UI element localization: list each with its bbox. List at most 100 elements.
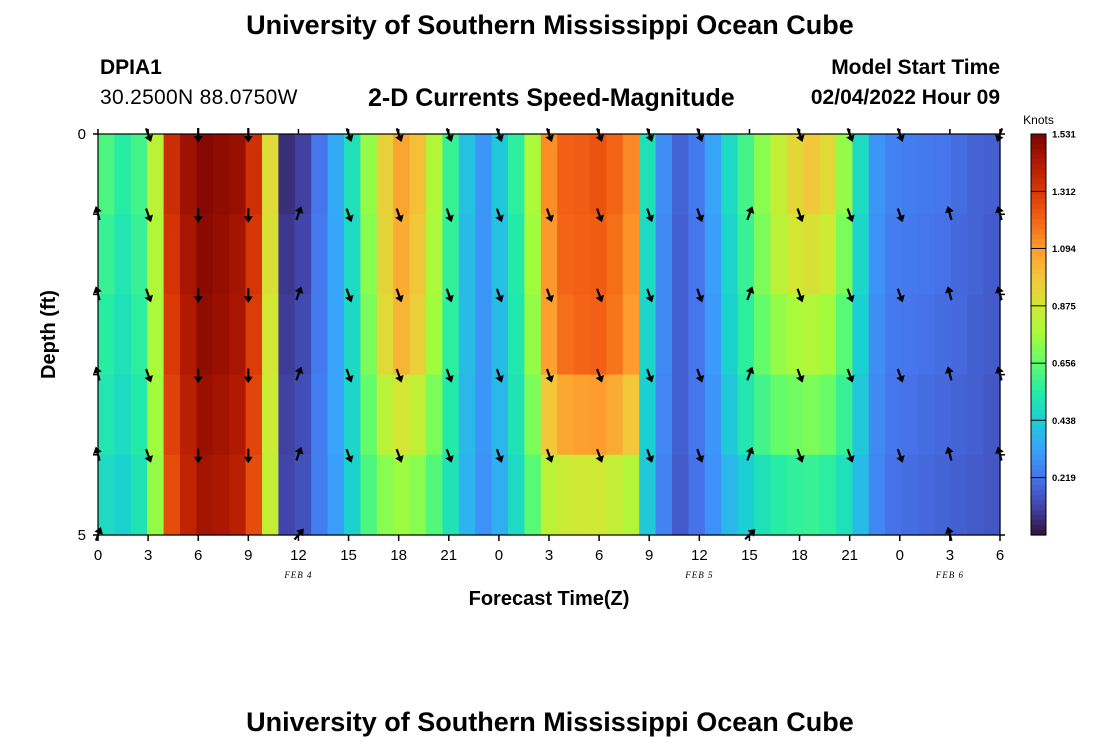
current-arrow	[945, 446, 954, 461]
heatmap-cell	[754, 134, 771, 215]
heatmap-cell	[557, 214, 575, 295]
heatmap-cell	[967, 134, 985, 215]
heatmap-cell	[557, 454, 575, 536]
heatmap-cell	[950, 454, 968, 536]
colorbar-segment	[1031, 479, 1046, 486]
heatmap-cell	[721, 294, 739, 376]
x-tick-label: 6	[996, 547, 1004, 564]
heatmap-cell	[491, 214, 509, 295]
heatmap-cell	[901, 214, 919, 295]
current-arrow	[193, 288, 203, 303]
heatmap-cell	[967, 454, 985, 536]
colorbar-segment	[1031, 264, 1046, 270]
colorbar-segment	[1031, 489, 1046, 496]
colorbar-segment	[1031, 389, 1046, 396]
heatmap-cell	[868, 374, 886, 456]
heatmap-cell	[393, 374, 411, 456]
footer-title: University of Southern Mississippi Ocean…	[246, 707, 854, 737]
heatmap-cell	[885, 454, 903, 536]
heatmap-cell	[262, 454, 279, 536]
heatmap-cell	[130, 214, 148, 295]
current-arrow	[445, 208, 454, 223]
colorbar-segment	[1031, 514, 1046, 521]
heatmap-cell	[360, 294, 378, 376]
x-tick-label: 15	[741, 547, 758, 564]
current-arrow	[144, 448, 154, 463]
heatmap-cell	[868, 294, 886, 376]
heatmap-cell	[475, 454, 493, 536]
heatmap-cell	[491, 454, 509, 536]
colorbar-segment	[1031, 139, 1046, 145]
heatmap-cell	[278, 214, 296, 295]
heatmap-cell	[278, 294, 296, 376]
heatmap-cell	[737, 134, 755, 215]
heatmap-cell	[672, 214, 689, 295]
colorbar-segment	[1031, 449, 1046, 456]
y-axis-ticks: 05	[78, 126, 1005, 544]
heatmap-cell	[311, 374, 329, 456]
y-axis-label: Depth (ft)	[38, 290, 60, 379]
colorbar-segment	[1031, 419, 1046, 426]
heatmap-cell	[409, 294, 427, 376]
heatmap-cell	[180, 454, 197, 536]
heatmap-cell	[885, 294, 903, 376]
heatmap-cell	[918, 214, 935, 295]
heatmap-cell	[98, 454, 115, 536]
heatmap-cell	[262, 134, 279, 215]
heatmap-cell	[212, 454, 230, 536]
heatmap-cell	[836, 294, 853, 376]
heatmap-cell	[672, 374, 689, 456]
heatmap-cell	[376, 294, 394, 376]
heatmap-cell	[196, 294, 214, 376]
colorbar-segment	[1031, 484, 1046, 491]
colorbar-segment	[1031, 309, 1046, 316]
x-tick-label: 18	[390, 547, 407, 564]
colorbar-segment	[1031, 504, 1046, 511]
heatmap-cell	[245, 134, 263, 215]
heatmap-cell	[130, 294, 148, 376]
current-arrow	[796, 368, 805, 383]
heatmap-cell	[918, 374, 935, 456]
heatmap-cell	[196, 214, 214, 295]
heatmap-cell	[852, 374, 870, 456]
x-tick-label: 15	[340, 547, 357, 564]
current-arrow	[495, 208, 504, 223]
current-arrow	[846, 288, 855, 303]
heatmap-cell	[737, 214, 755, 295]
heatmap-cell	[967, 374, 985, 456]
heatmap-cell	[934, 374, 952, 456]
x-tick-label: 9	[645, 547, 653, 564]
heatmap-cell	[573, 134, 591, 215]
colorbar-tick-label: 1.531	[1052, 130, 1076, 141]
colorbar-segment	[1031, 354, 1046, 361]
heatmap-cell	[409, 214, 427, 295]
heatmap-cell	[590, 454, 607, 536]
colorbar-segment	[1031, 219, 1046, 225]
colorbar-segment	[1031, 184, 1046, 190]
colorbar-segment	[1031, 304, 1046, 311]
heatmap-cell	[819, 134, 837, 215]
x-tick-label: 3	[946, 547, 954, 564]
heatmap-cell	[688, 134, 706, 215]
heatmap-cell	[327, 294, 345, 376]
heatmap-cell	[803, 134, 821, 215]
heatmap-cell	[130, 454, 148, 536]
current-arrow	[545, 288, 554, 303]
current-arrow	[896, 288, 905, 303]
heatmap-cell	[360, 134, 378, 215]
current-arrow	[796, 208, 805, 223]
heatmap-cell	[508, 374, 525, 456]
colorbar-segment	[1031, 509, 1046, 516]
colorbar-segment	[1031, 329, 1046, 336]
x-tick-label: 0	[896, 547, 904, 564]
heatmap-cell	[409, 374, 427, 456]
page-title: University of Southern Mississippi Ocean…	[246, 10, 854, 40]
current-arrow	[193, 368, 203, 384]
heatmap-cell	[426, 214, 443, 295]
colorbar-unit-label: Knots	[1023, 113, 1054, 127]
x-axis-ticks: 0 3 6 9 12 15 18 21 0 3 6 9 12 15 18 21 0 3 6	[94, 129, 1004, 564]
colorbar-segment	[1031, 469, 1046, 476]
heatmap-cell	[606, 454, 624, 536]
colorbar-segment	[1031, 159, 1046, 165]
heatmap-cell	[688, 454, 706, 536]
